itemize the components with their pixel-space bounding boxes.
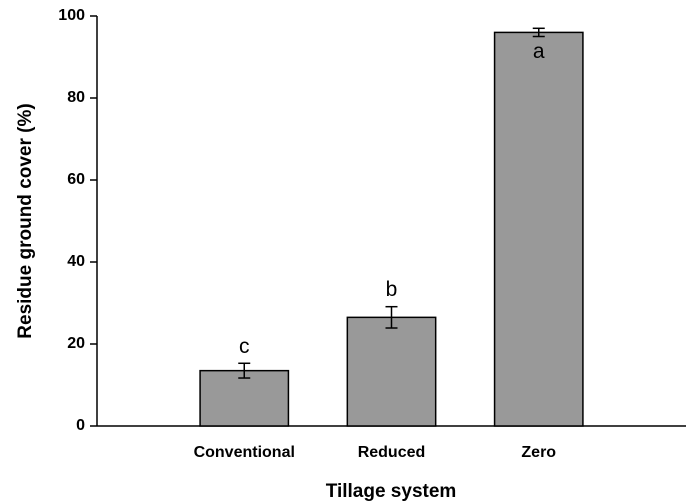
annotation: b	[386, 278, 398, 301]
y-axis-title: Residue ground cover (%)	[15, 103, 36, 338]
x-axis-title: Tillage system	[326, 481, 457, 502]
y-tick-label: 100	[58, 7, 85, 24]
error-bar	[385, 305, 398, 329]
annotation: c	[239, 335, 250, 358]
annotation: a	[533, 40, 545, 63]
y-tick-label: 80	[67, 89, 85, 106]
bar	[493, 31, 584, 427]
bar	[199, 369, 290, 427]
y-tick-label: 40	[67, 253, 85, 270]
y-tick-label: 0	[76, 417, 85, 434]
x-tick-label: Reduced	[358, 444, 426, 461]
error-bar	[532, 27, 545, 38]
bar	[346, 316, 437, 427]
error-bar	[238, 362, 251, 379]
x-tick-label: Zero	[521, 444, 556, 461]
y-tick-label: 60	[67, 171, 85, 188]
y-tick-label: 20	[67, 335, 85, 352]
x-tick-label: Conventional	[194, 444, 295, 461]
